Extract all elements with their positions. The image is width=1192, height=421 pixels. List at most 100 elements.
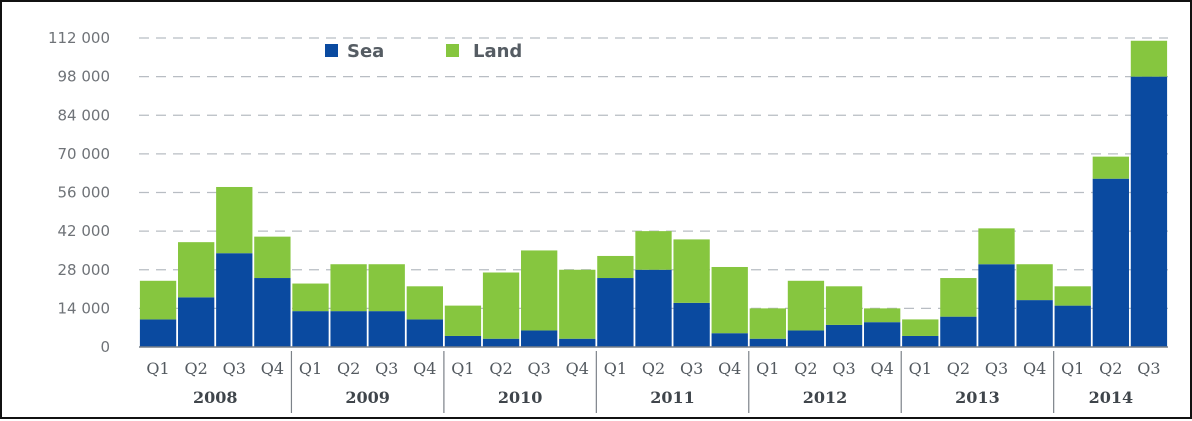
y-axis-tick-labels: 0 14 000 28 000 42 000 56 000 70 000 84 000 98 … <box>48 29 110 356</box>
quarter-label: Q2 <box>794 359 817 378</box>
land-bar <box>559 269 596 339</box>
legend-land-swatch <box>446 44 459 57</box>
x-axis-tick-labels: Q1 Q2 Q3 Q4 Q1 Q2 Q3 Q4 Q1 Q2 Q3 Q4 Q1 Q2 Q3 Q4 Q1 Q2 Q3 Q4… <box>146 351 1161 413</box>
quarter-label: Q1 <box>451 359 474 378</box>
legend: Sea Land <box>325 41 522 62</box>
land-bar <box>673 239 710 303</box>
land-bar <box>406 286 443 320</box>
quarter-label: Q4 <box>566 359 589 378</box>
sea-bar <box>1016 300 1053 347</box>
year-label: 2012 <box>803 388 848 407</box>
sea-bar <box>635 269 672 347</box>
land-bar <box>902 319 939 336</box>
land-bar <box>1130 40 1168 77</box>
land-bar <box>482 272 520 339</box>
land-bar <box>978 228 1015 265</box>
quarter-label: Q2 <box>642 359 665 378</box>
sea-bar <box>864 322 901 347</box>
sea-bar <box>254 278 291 347</box>
quarter-label: Q2 <box>1099 359 1122 378</box>
quarter-label: Q4 <box>413 359 436 378</box>
sea-bar <box>1054 305 1091 347</box>
y-tick-label: 0 <box>100 338 110 356</box>
legend-land-label: Land <box>473 41 522 62</box>
quarter-label: Q4 <box>871 359 894 378</box>
sea-bar <box>940 316 977 347</box>
sea-bar <box>406 319 443 347</box>
land-bar <box>1054 286 1091 306</box>
sea-bar <box>368 311 405 347</box>
year-label: 2014 <box>1089 388 1134 407</box>
y-tick-label: 14 000 <box>58 299 111 317</box>
land-bar <box>635 231 672 270</box>
land-bar <box>1016 264 1053 301</box>
quarter-label: Q1 <box>909 359 932 378</box>
year-label: 2013 <box>955 388 1000 407</box>
quarter-label: Q1 <box>146 359 169 378</box>
quarter-label: Q3 <box>1137 359 1160 378</box>
sea-bar <box>216 253 253 347</box>
land-bar <box>368 264 405 312</box>
land-bar <box>825 286 863 325</box>
sea-bar <box>749 338 786 347</box>
land-bar <box>864 308 901 323</box>
y-tick-label: 98 000 <box>58 68 111 86</box>
y-tick-label: 112 000 <box>48 29 110 47</box>
sea-bar <box>825 324 863 347</box>
quarter-label: Q3 <box>375 359 398 378</box>
quarter-label: Q4 <box>261 359 284 378</box>
legend-sea-label: Sea <box>347 41 384 62</box>
year-label: 2009 <box>345 388 390 407</box>
quarter-label: Q3 <box>832 359 855 378</box>
y-tick-label: 42 000 <box>58 222 111 240</box>
sea-bar <box>292 311 329 347</box>
sea-bar <box>978 264 1015 347</box>
quarter-label: Q2 <box>185 359 208 378</box>
land-bar <box>178 242 215 298</box>
quarter-label: Q4 <box>1023 359 1046 378</box>
quarter-label: Q3 <box>985 359 1008 378</box>
quarter-label: Q2 <box>489 359 512 378</box>
y-tick-label: 56 000 <box>58 184 111 202</box>
quarter-label: Q2 <box>947 359 970 378</box>
land-bar <box>711 266 748 334</box>
land-bar <box>597 255 634 279</box>
sea-bar <box>330 311 367 347</box>
land-bar <box>292 283 329 312</box>
y-tick-label: 84 000 <box>58 106 111 124</box>
quarter-label: Q1 <box>604 359 627 378</box>
sea-bar <box>178 297 215 347</box>
sea-bar <box>711 333 748 347</box>
sea-bar <box>1130 76 1168 347</box>
quarter-label: Q3 <box>528 359 551 378</box>
sea-bar <box>597 278 634 347</box>
sea-bar <box>673 302 710 347</box>
land-bar <box>521 250 558 331</box>
land-bar <box>139 280 177 320</box>
year-label: 2008 <box>193 388 238 407</box>
y-tick-label: 70 000 <box>58 145 111 163</box>
sea-bar <box>482 338 520 347</box>
legend-sea-swatch <box>325 44 338 57</box>
sea-bar <box>559 338 596 347</box>
bars-layer <box>139 40 1168 347</box>
land-bar <box>787 280 825 331</box>
quarter-label: Q1 <box>756 359 779 378</box>
sea-bar <box>139 319 177 347</box>
sea-bar <box>787 330 825 347</box>
quarter-label: Q2 <box>337 359 360 378</box>
sea-bar <box>521 330 558 347</box>
y-tick-label: 28 000 <box>58 261 111 279</box>
year-label: 2011 <box>650 388 695 407</box>
land-bar <box>749 308 786 339</box>
sea-bar <box>1092 178 1129 347</box>
land-bar <box>254 236 291 279</box>
land-bar <box>216 186 253 254</box>
land-bar <box>330 264 367 312</box>
land-bar <box>940 278 977 317</box>
quarter-label: Q3 <box>680 359 703 378</box>
quarter-label: Q3 <box>223 359 246 378</box>
quarter-label: Q1 <box>1061 359 1084 378</box>
